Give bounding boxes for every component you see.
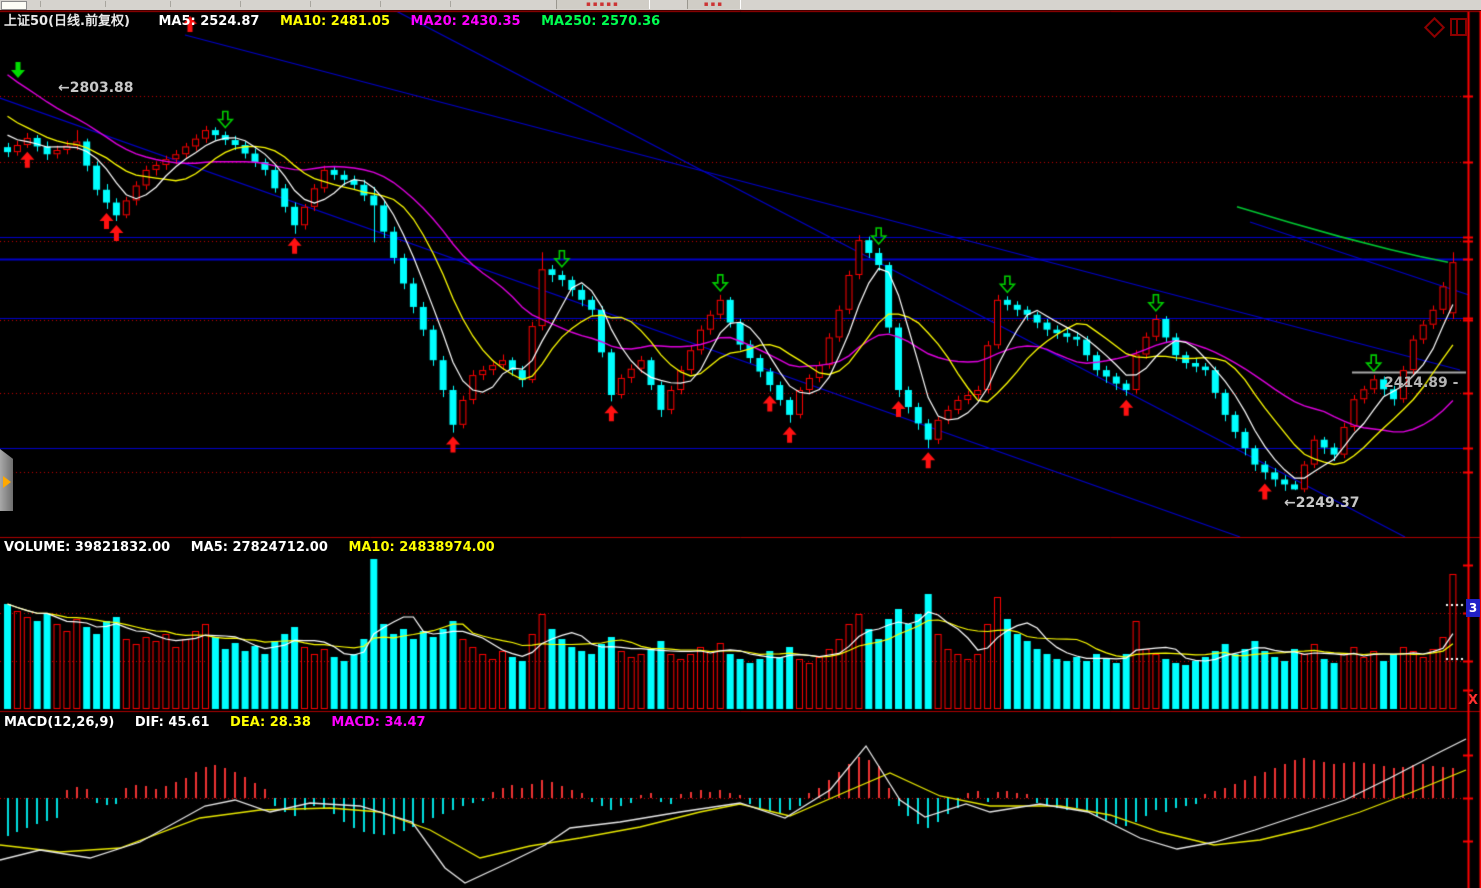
window-icon-divider xyxy=(1456,20,1458,34)
last-price-label: 2414.89 - xyxy=(1384,375,1459,391)
split-window-icon[interactable] xyxy=(1450,18,1467,36)
ma10-label: MA10: 2481.05 xyxy=(279,14,390,29)
low-price-annotation: ←2249.37 xyxy=(1284,495,1360,511)
close-panel-button[interactable]: X xyxy=(1467,693,1479,708)
ma250-label: MA250: 2570.36 xyxy=(541,14,661,29)
toolbar-separator xyxy=(310,1,311,7)
sidebar-expand-handle[interactable] xyxy=(0,449,13,511)
macd-value-label: MACD: 34.47 xyxy=(331,715,426,730)
macd-header: MACD(12,26,9) DIF: 45.61 DEA: 28.38 MACD… xyxy=(4,714,442,731)
volume-header: VOLUME: 39821832.00 MA5: 27824712.00 MA1… xyxy=(4,539,511,556)
top-toolbar[interactable]: ▪▪▪▪▪ ▪▪▪ xyxy=(0,0,1481,11)
toolbar-separator xyxy=(240,1,241,7)
symbol-title: 上证50(日线.前复权) xyxy=(4,14,130,29)
dif-label: DIF: 45.61 xyxy=(134,715,210,730)
toolbar-separator xyxy=(170,1,171,7)
toolbar-separator xyxy=(105,1,106,7)
ma5-label: MA5: 2524.87 xyxy=(158,14,260,29)
toolbar-price-box: ▪▪▪▪▪ xyxy=(556,0,650,9)
volume-label: VOLUME: 39821832.00 xyxy=(4,540,171,555)
period-badge[interactable]: 3 xyxy=(1466,599,1480,617)
toolbar-separator xyxy=(40,1,41,7)
toolbar-separator xyxy=(380,1,381,7)
expand-arrow-icon xyxy=(3,476,11,488)
macd-params-label: MACD(12,26,9) xyxy=(4,715,115,730)
toolbar-change-box: ▪▪▪ xyxy=(687,0,741,9)
main-chart-header: 上证50(日线.前复权) MA5: 2524.87 MA10: 2481.05 … xyxy=(4,13,676,30)
high-price-annotation: ←2803.88 xyxy=(58,80,134,96)
vol-ma10-label: MA10: 24838974.00 xyxy=(348,540,495,555)
toolbar-separator xyxy=(450,1,451,7)
dea-label: DEA: 28.38 xyxy=(230,715,311,730)
ma20-label: MA20: 2430.35 xyxy=(410,14,521,29)
vol-ma5-label: MA5: 27824712.00 xyxy=(190,540,328,555)
toolbar-logo-box xyxy=(1,1,27,10)
